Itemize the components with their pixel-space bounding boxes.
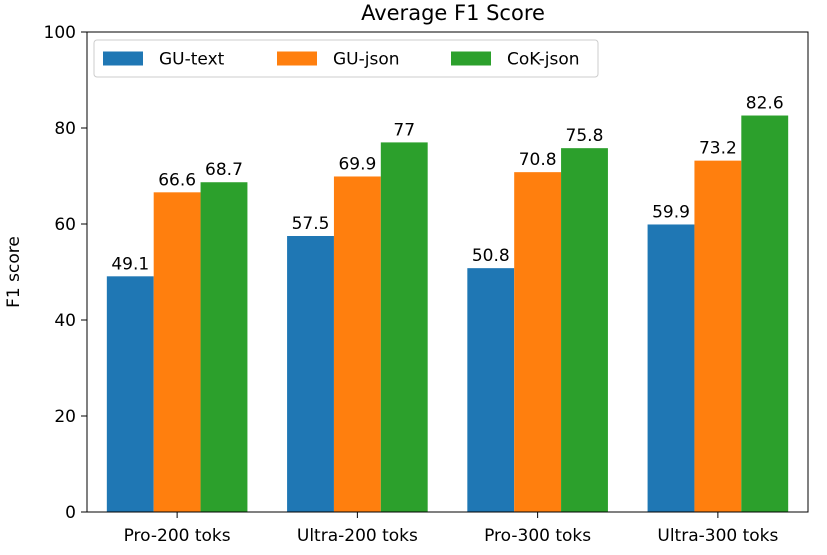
y-tick-label: 0 <box>65 503 76 523</box>
bar-value-label: 73.2 <box>699 139 737 159</box>
bar-cok-json-0 <box>200 182 248 513</box>
bar-value-label: 59.9 <box>652 202 690 222</box>
y-axis-label: F1 score <box>4 236 24 308</box>
bar-value-label: 69.9 <box>338 154 376 174</box>
bar-gu-json-2 <box>514 172 562 512</box>
bar-value-label: 77 <box>393 120 415 140</box>
bar-gu-text-0 <box>106 276 154 512</box>
legend-label: GU-text <box>159 50 225 70</box>
y-tick-label: 80 <box>54 119 76 139</box>
legend-swatch-cok-json <box>451 51 491 66</box>
bar-value-label: 82.6 <box>746 94 784 114</box>
bar-gu-text-3 <box>647 224 695 513</box>
y-tick-label: 60 <box>54 215 76 235</box>
bar-gu-json-0 <box>153 192 201 512</box>
legend-label: GU-json <box>333 50 400 70</box>
legend-label: CoK-json <box>507 50 580 70</box>
plot-frame <box>86 31 809 513</box>
bar-value-label: 66.6 <box>158 170 196 190</box>
x-tick-label: Pro-300 toks <box>484 526 591 546</box>
y-tick-label: 100 <box>44 23 76 43</box>
bar-value-label: 50.8 <box>472 246 510 266</box>
x-tick-label: Ultra-200 toks <box>297 526 418 546</box>
bar-gu-json-1 <box>333 176 381 513</box>
axes-layer: 0 20 40 60 80 100 Pro-200 toks Ultra-200 toks Pr… <box>44 23 809 546</box>
bar-cok-json-3 <box>741 115 789 513</box>
bar-value-label: 49.1 <box>111 254 149 274</box>
x-tick-label: Ultra-300 toks <box>657 526 778 546</box>
legend: GU-text GU-json CoK-json <box>93 39 599 78</box>
bar-gu-text-2 <box>467 268 515 512</box>
bar-value-label: 57.5 <box>292 214 330 234</box>
bar-value-label: 75.8 <box>566 126 604 146</box>
chart-title: Average F1 Score <box>361 1 545 25</box>
bar-gu-text-1 <box>287 236 334 512</box>
bar-cok-json-1 <box>380 142 428 512</box>
bar-labels-layer: 49.1 66.6 68.7 57.5 69.9 77 50.8 70.8 75.8 59.9 73… <box>111 94 783 275</box>
bars-layer <box>106 115 789 513</box>
bar-value-label: 70.8 <box>519 150 557 170</box>
y-tick-label: 40 <box>54 311 76 331</box>
y-tick-label: 20 <box>54 407 76 427</box>
legend-swatch-gu-json <box>277 51 317 66</box>
bar-value-label: 68.7 <box>205 160 243 180</box>
legend-swatch-gu-text <box>103 51 143 66</box>
x-tick-label: Pro-200 toks <box>124 526 231 546</box>
legend-box <box>93 39 599 78</box>
bar-cok-json-2 <box>561 148 608 512</box>
bar-gu-json-3 <box>694 160 742 512</box>
